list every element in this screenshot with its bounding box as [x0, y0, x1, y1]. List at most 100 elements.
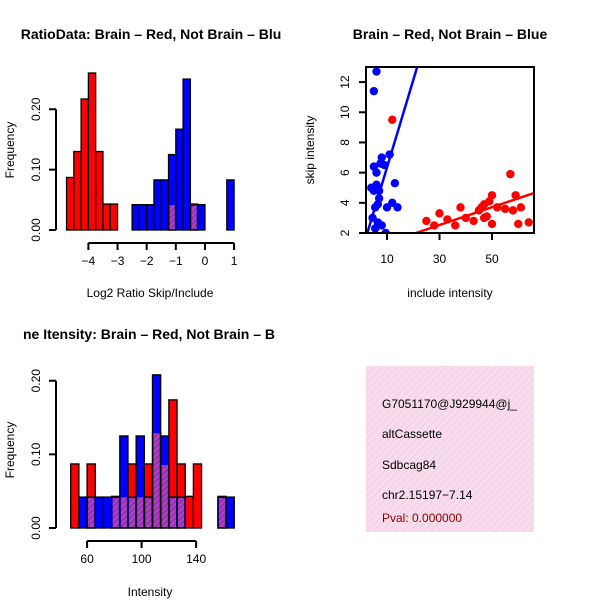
histogram-bar-overlap	[169, 205, 175, 229]
ratio-histogram-title: RatioData: Brain – Red, Not Brain – Blu	[21, 26, 282, 42]
histogram-bar-not-brain	[78, 496, 88, 529]
ratio-histogram-axes: 0.00 0.10 0.20 −4 −3 −2 −1 0 1	[29, 97, 238, 268]
scatter-point-brain	[506, 169, 515, 179]
info-pvalue: Pval: 0.000000	[382, 511, 462, 525]
scatter-point-brain	[487, 219, 497, 229]
scatter-point-brain	[516, 203, 526, 212]
scatter-point-not-brain	[377, 153, 386, 162]
scatter-point-not-brain	[390, 179, 400, 188]
y-axis-tick-label: 0.20	[29, 97, 43, 121]
histogram-bar-overlap	[191, 205, 197, 229]
scatter-point-not-brain	[385, 150, 394, 159]
info-event-id: G7051170@J929944@j_	[382, 397, 517, 411]
scatter-point-not-brain	[369, 86, 379, 96]
scatter-point-brain	[456, 203, 465, 212]
info-panel: G7051170@J929944@j_ altCassette Sdbcag84…	[366, 366, 534, 532]
histogram-bar-overlap	[178, 498, 185, 527]
histogram-bar-brain	[80, 98, 90, 231]
histogram-bar-overlap	[112, 498, 119, 527]
intensity-scatter-title: Brain – Red, Not Brain – Blue	[353, 26, 548, 42]
histogram-bar-not-brain	[102, 496, 113, 529]
histogram-bar-not-brain	[153, 179, 162, 231]
x-axis-tick-label: 140	[186, 552, 206, 566]
scatter-point-brain	[451, 221, 460, 230]
histogram-bar-not-brain	[175, 128, 184, 231]
intensity-histogram-xlabel: Intensity	[128, 585, 173, 599]
scatter-plot-frame	[365, 66, 535, 234]
x-axis-tick-label: 50	[485, 252, 499, 266]
intensity-histogram-panel: ne Itensity: Brain – Red, Not Brain – B …	[3, 326, 275, 599]
y-axis-tick-label: 0.00	[29, 218, 43, 242]
ratio-histogram-xlabel: Log2 Ratio Skip/Include	[87, 286, 214, 300]
scatter-point-not-brain	[377, 221, 386, 230]
intensity-scatter-panel: Brain – Red, Not Brain – Blue 2 4 6 8 10 12 10…	[303, 26, 547, 300]
scatter-point-brain	[461, 213, 470, 223]
histogram-bar-not-brain	[197, 203, 206, 231]
info-genomic-location: chr2.15197−7.14	[382, 488, 473, 502]
histogram-bar-overlap	[88, 498, 95, 527]
histogram-bar-brain	[70, 463, 80, 529]
histogram-bar-overlap	[161, 464, 168, 527]
scatter-point-not-brain	[372, 67, 381, 76]
histogram-bar-not-brain	[138, 203, 148, 231]
y-axis-tick-label: 6	[338, 169, 352, 176]
histogram-bar-overlap	[128, 498, 136, 527]
y-axis-tick-label: 0.00	[29, 516, 43, 540]
scatter-point-brain	[443, 215, 452, 224]
histogram-bar-not-brain	[94, 496, 105, 529]
x-axis-tick-label: −4	[82, 254, 96, 268]
scatter-point-brain	[508, 206, 518, 215]
y-axis-tick-label: 8	[338, 139, 352, 146]
y-axis-tick-label: 10	[338, 105, 352, 119]
histogram-bar-brain	[109, 203, 119, 231]
scatter-point-brain	[514, 219, 523, 229]
x-axis-tick-label: 10	[380, 252, 394, 266]
info-gene-name: Sdbcag84	[382, 458, 436, 472]
intensity-histogram-bars	[70, 374, 235, 529]
histogram-bar-brain	[102, 203, 111, 231]
histogram-bar-not-brain	[146, 203, 155, 231]
scatter-point-not-brain	[374, 194, 384, 203]
histogram-bar-overlap	[153, 433, 160, 527]
scatter-point-brain	[524, 218, 533, 227]
histogram-bar-brain	[87, 72, 97, 231]
x-axis-tick-label: −3	[111, 254, 125, 268]
scatter-point-not-brain	[380, 160, 389, 170]
info-panel-background	[366, 366, 534, 532]
intensity-histogram-axes: 0.00 0.10 0.20 60 100 140	[29, 369, 206, 566]
x-axis-tick-label: 60	[80, 552, 94, 566]
histogram-bar-overlap	[169, 498, 177, 527]
histogram-bar-brain	[192, 463, 203, 529]
histogram-bar-overlap	[218, 498, 226, 527]
y-axis-tick-label: 4	[338, 199, 352, 206]
info-event-type: altCassette	[382, 427, 442, 441]
histogram-bar-overlap	[145, 498, 152, 527]
histogram-bar-not-brain	[135, 435, 145, 529]
intensity-scatter-xlabel: include intensity	[407, 286, 492, 300]
histogram-bar-not-brain	[226, 179, 235, 231]
histogram-bar-brain	[184, 495, 195, 529]
scatter-point-brain	[493, 203, 502, 212]
intensity-histogram-ylabel: Frequency	[3, 422, 17, 479]
scatter-point-brain	[435, 209, 444, 218]
histogram-bar-brain	[95, 150, 104, 231]
scatter-point-brain	[500, 204, 510, 214]
scatter-point-brain	[388, 115, 397, 125]
scatter-point-brain	[487, 191, 497, 200]
histogram-bar-not-brain	[225, 496, 235, 529]
y-axis-tick-label: 0.20	[29, 369, 43, 393]
x-axis-tick-label: 0	[202, 254, 209, 268]
ratio-histogram-panel: RatioData: Brain – Red, Not Brain – Blu …	[3, 26, 281, 300]
scatter-data-area	[366, 67, 534, 233]
intensity-scatter-ylabel: skip intensity	[303, 116, 317, 185]
histogram-bar-overlap	[120, 497, 127, 527]
x-axis-tick-label: 30	[433, 252, 447, 266]
y-axis-tick-label: 2	[338, 229, 352, 236]
histogram-bar-not-brain	[182, 78, 192, 231]
scatter-point-brain	[469, 216, 478, 226]
x-axis-tick-label: 1	[231, 254, 238, 268]
x-axis-tick-label: −1	[169, 254, 183, 268]
scatter-point-brain	[430, 221, 439, 230]
histogram-bar-overlap	[137, 497, 144, 527]
